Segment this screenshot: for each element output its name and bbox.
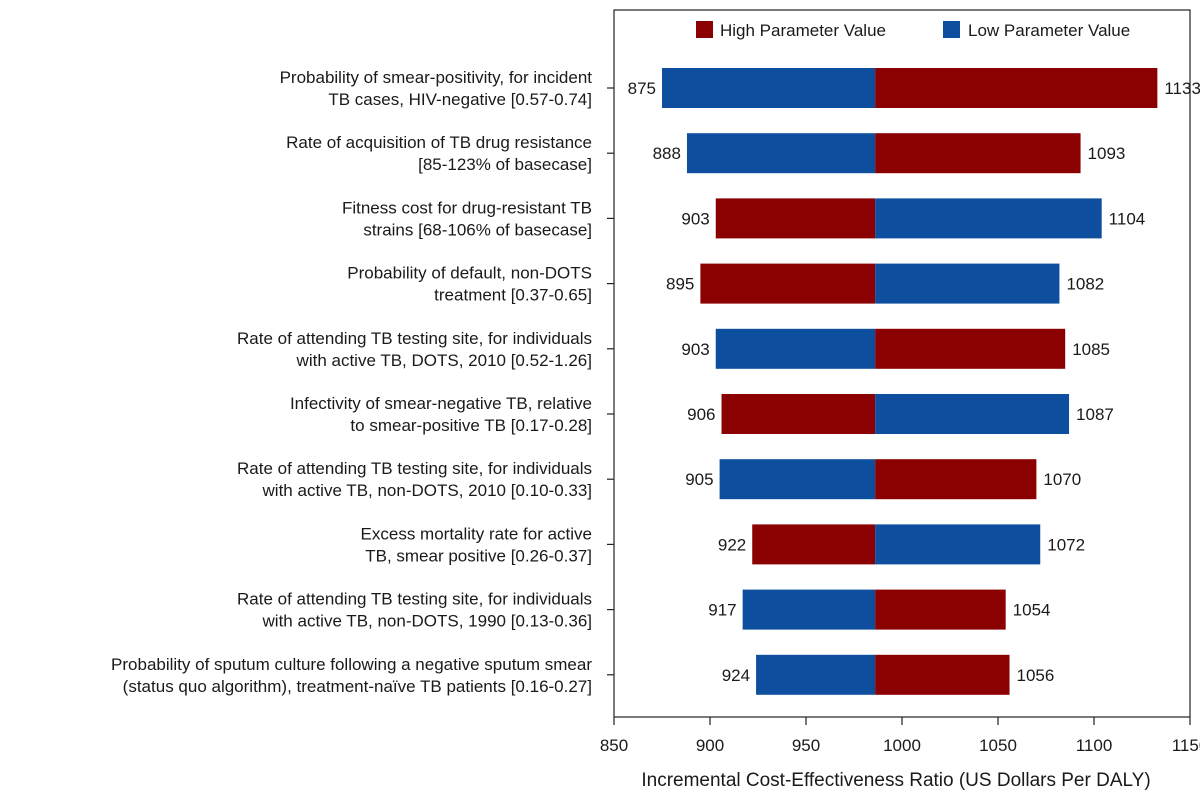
bar-right-low — [875, 524, 1041, 565]
value-label-right: 1072 — [1047, 535, 1085, 554]
category-label-line: Probability of default, non-DOTS — [347, 264, 592, 283]
category-label-line: Rate of attending TB testing site, for i… — [237, 329, 592, 348]
category-label: Rate of acquisition of TB drug resistanc… — [286, 133, 592, 174]
value-label-left: 888 — [653, 144, 681, 163]
bar-right-high — [875, 654, 1010, 695]
value-label-right: 1054 — [1013, 601, 1051, 620]
value-label-right: 1087 — [1076, 405, 1114, 424]
x-tick-label: 900 — [696, 736, 724, 755]
category-label-line: Fitness cost for drug-resistant TB — [342, 198, 592, 217]
value-label-left: 903 — [681, 209, 709, 228]
value-label-right: 1085 — [1072, 340, 1110, 359]
category-label-line: Excess mortality rate for active — [361, 524, 592, 543]
x-axis-title: Incremental Cost-Effectiveness Ratio (US… — [641, 770, 1150, 791]
bar-right-high — [875, 133, 1081, 174]
value-label-right: 1070 — [1043, 470, 1081, 489]
value-label-left: 905 — [685, 470, 713, 489]
value-label-left: 906 — [687, 405, 715, 424]
category-label-line: to smear-positive TB [0.17-0.28] — [350, 416, 592, 435]
category-label: Probability of sputum culture following … — [111, 655, 592, 696]
x-tick-label: 850 — [600, 736, 628, 755]
x-tick-label: 1050 — [979, 736, 1017, 755]
bar-left-low — [719, 459, 876, 500]
value-label-right: 1056 — [1017, 666, 1055, 685]
category-label-line: strains [68-106% of basecase] — [363, 220, 592, 239]
category-label-line: with active TB, non-DOTS, 2010 [0.10-0.3… — [262, 481, 592, 500]
bar-left-low — [756, 654, 876, 695]
category-label: Probability of smear-positivity, for inc… — [280, 68, 593, 109]
legend-label-high: High Parameter Value — [720, 21, 886, 40]
value-label-left: 917 — [708, 601, 736, 620]
x-tick-label: 1000 — [883, 736, 921, 755]
category-label-line: with active TB, DOTS, 2010 [0.52-1.26] — [296, 351, 592, 370]
category-label-line: Probability of smear-positivity, for inc… — [280, 68, 593, 87]
bar-right-high — [875, 68, 1158, 108]
value-label-right: 1082 — [1066, 275, 1104, 294]
bar-left-low — [715, 328, 876, 369]
value-label-left: 875 — [628, 79, 656, 98]
category-label-line: Rate of attending TB testing site, for i… — [237, 459, 592, 478]
category-label: Infectivity of smear-negative TB, relati… — [290, 394, 592, 435]
value-label-left: 903 — [681, 340, 709, 359]
bar-left-low — [742, 589, 876, 630]
bar-right-high — [875, 459, 1037, 500]
value-label-right: 1104 — [1109, 209, 1146, 228]
category-label-line: (status quo algorithm), treatment-naïve … — [123, 677, 592, 696]
value-label-right: 1133 — [1164, 79, 1200, 98]
category-label: Excess mortality rate for active TB, smea… — [361, 524, 592, 565]
x-tick-label: 1150 — [1172, 736, 1200, 755]
category-label: Fitness cost for drug-resistant TB strain… — [342, 198, 592, 239]
category-label-line: Probability of sputum culture following … — [111, 655, 592, 674]
bar-right-high — [875, 328, 1066, 369]
legend-label-low: Low Parameter Value — [968, 21, 1130, 40]
value-label-left: 922 — [718, 535, 746, 554]
category-label-line: with active TB, non-DOTS, 1990 [0.13-0.3… — [262, 612, 592, 631]
category-label-line: Rate of attending TB testing site, for i… — [237, 590, 592, 609]
category-label-line: TB, smear positive [0.26-0.37] — [365, 546, 592, 565]
bar-left-low — [662, 68, 876, 108]
legend-swatch-high — [696, 21, 713, 38]
bar-right-low — [875, 263, 1060, 304]
category-label-line: Rate of acquisition of TB drug resistanc… — [286, 133, 592, 152]
category-label: Rate of attending TB testing site, for i… — [237, 459, 592, 500]
bar-left-low — [686, 133, 876, 174]
category-label-line: TB cases, HIV-negative [0.57-0.74] — [328, 90, 592, 109]
bar-left-high — [752, 524, 876, 565]
bar-left-high — [721, 394, 876, 434]
legend-swatch-low — [943, 21, 960, 38]
value-label-right: 1093 — [1088, 144, 1126, 163]
category-label-line: treatment [0.37-0.65] — [434, 286, 592, 305]
bar-right-high — [875, 589, 1006, 630]
bar-right-low — [875, 198, 1102, 239]
value-label-left: 895 — [666, 275, 694, 294]
category-label: Probability of default, non-DOTS treatmen… — [347, 264, 592, 305]
bar-right-low — [875, 394, 1070, 434]
category-label-line: [85-123% of basecase] — [418, 155, 592, 174]
category-label-line: Infectivity of smear-negative TB, relati… — [290, 394, 592, 413]
category-label: Rate of attending TB testing site, for i… — [237, 590, 592, 631]
value-label-left: 924 — [722, 666, 750, 685]
bar-left-high — [700, 263, 876, 304]
bar-left-high — [715, 198, 876, 239]
x-tick-label: 950 — [792, 736, 820, 755]
x-tick-label: 1100 — [1076, 736, 1113, 755]
category-label: Rate of attending TB testing site, for i… — [237, 329, 592, 370]
